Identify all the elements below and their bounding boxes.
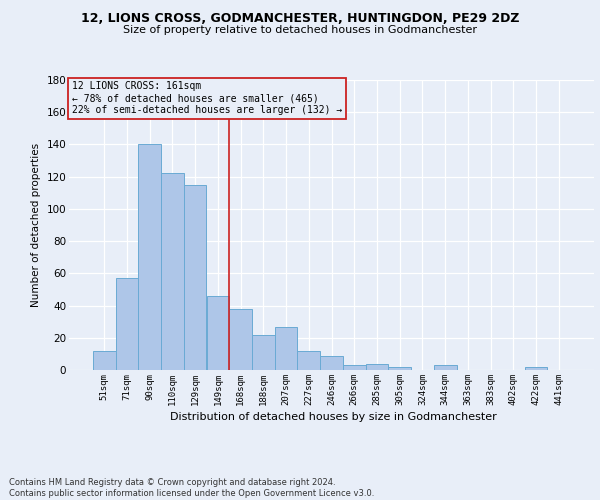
Bar — [365, 364, 388, 370]
Bar — [116, 278, 139, 370]
Text: 12 LIONS CROSS: 161sqm
← 78% of detached houses are smaller (465)
22% of semi-de: 12 LIONS CROSS: 161sqm ← 78% of detached… — [71, 82, 342, 114]
Bar — [320, 356, 343, 370]
Bar — [139, 144, 161, 370]
Text: Contains HM Land Registry data © Crown copyright and database right 2024.
Contai: Contains HM Land Registry data © Crown c… — [9, 478, 374, 498]
Bar — [388, 367, 411, 370]
Bar — [206, 296, 229, 370]
Text: 12, LIONS CROSS, GODMANCHESTER, HUNTINGDON, PE29 2DZ: 12, LIONS CROSS, GODMANCHESTER, HUNTINGD… — [81, 12, 519, 26]
Y-axis label: Number of detached properties: Number of detached properties — [31, 143, 41, 307]
Bar — [93, 350, 116, 370]
Text: Size of property relative to detached houses in Godmanchester: Size of property relative to detached ho… — [123, 25, 477, 35]
Bar — [524, 367, 547, 370]
Bar — [275, 326, 298, 370]
Bar — [184, 184, 206, 370]
Bar — [298, 350, 320, 370]
Text: Distribution of detached houses by size in Godmanchester: Distribution of detached houses by size … — [170, 412, 496, 422]
Bar — [161, 174, 184, 370]
Bar — [343, 365, 365, 370]
Bar — [434, 365, 457, 370]
Bar — [252, 334, 275, 370]
Bar — [229, 309, 252, 370]
